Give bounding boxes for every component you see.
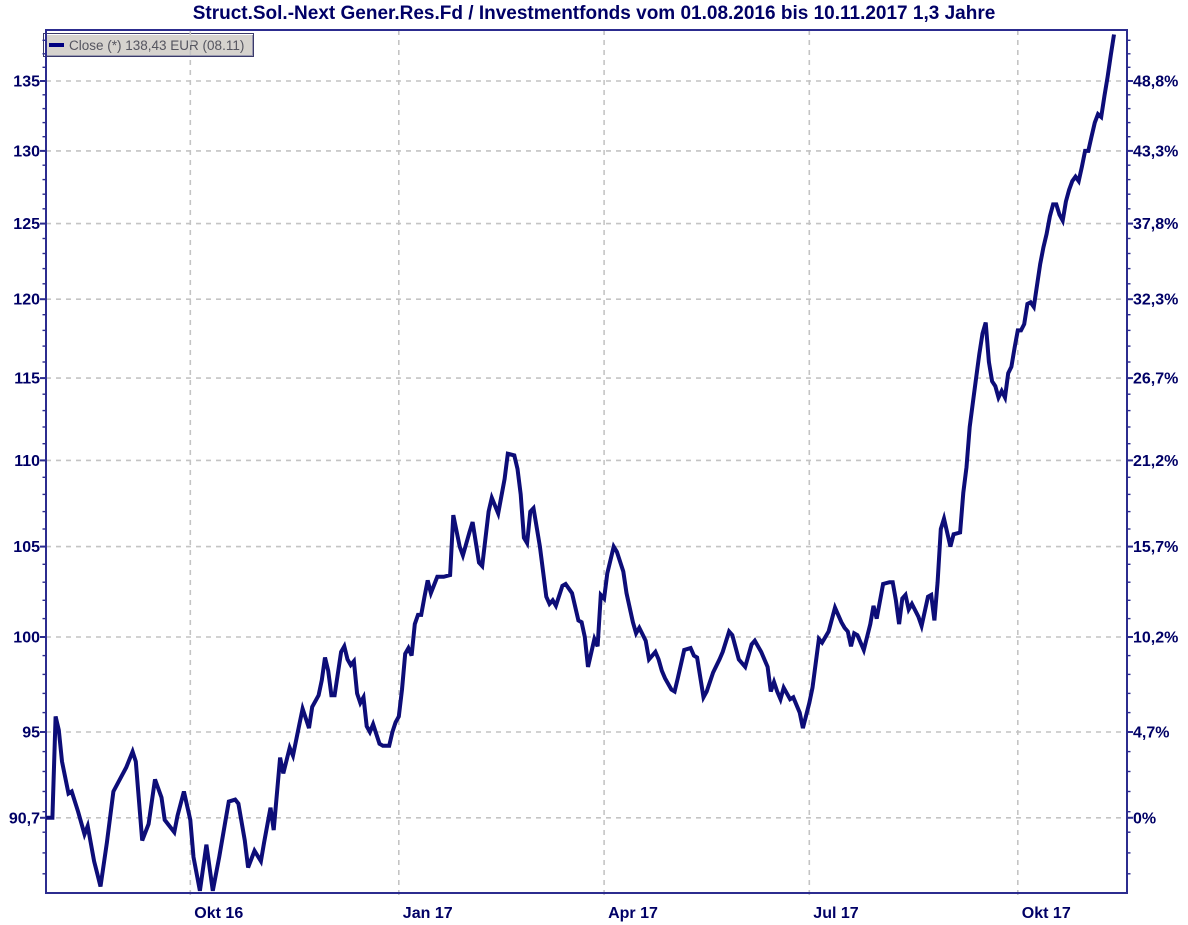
x-axis-label: Okt 17 [1022, 905, 1071, 922]
y-right-label: 0% [1133, 810, 1156, 827]
x-axis-label: Okt 16 [194, 905, 243, 922]
y-left-label: 105 [13, 539, 40, 556]
close-series-swatch-icon [49, 43, 64, 47]
y-right-label: 10,2% [1133, 630, 1178, 647]
gridlines [46, 30, 1127, 900]
legend-label: Close (*) 138,43 EUR (08.11) [69, 37, 245, 53]
y-right-label: 48,8% [1133, 74, 1178, 91]
y-axis-right: 48,8% 43,3% 37,8% 32,3% 26,7% 21,2% 15,7% 10,2%… [1133, 74, 1178, 828]
y-right-label: 4,7% [1133, 725, 1169, 742]
axes [40, 29, 1133, 894]
y-left-label: 90,7 [9, 810, 40, 827]
y-left-label: 125 [13, 216, 40, 233]
x-axis-label: Jan 17 [403, 905, 453, 922]
y-left-label: 115 [14, 371, 40, 388]
x-axis-label: Apr 17 [608, 905, 658, 922]
y-right-label: 32,3% [1133, 292, 1178, 309]
x-axis-label: Jul 17 [813, 905, 858, 922]
page-title: Struct.Sol.-Next Gener.Res.Fd / Investme… [192, 3, 996, 24]
y-left-label: 110 [14, 453, 40, 470]
y-right-label: 43,3% [1133, 143, 1178, 160]
x-axis: Okt 16 Jan 17 Apr 17 Jul 17 Okt 17 [194, 905, 1071, 922]
y-left-label: 130 [13, 143, 40, 160]
y-right-label: 21,2% [1133, 453, 1178, 470]
y-right-label: 26,7% [1133, 371, 1178, 388]
y-left-label: 95 [22, 725, 40, 742]
y-axis-left: 135 130 125 120 115 110 105 100 95 90,7 [9, 74, 40, 828]
close-price-line [46, 34, 1116, 892]
y-left-label: 135 [13, 74, 40, 91]
y-right-label: 37,8% [1133, 216, 1178, 233]
legend: Close (*) 138,43 EUR (08.11) [43, 33, 255, 57]
y-right-label: 15,7% [1133, 539, 1178, 556]
y-left-label: 120 [13, 292, 40, 309]
y-left-label: 100 [13, 630, 40, 647]
